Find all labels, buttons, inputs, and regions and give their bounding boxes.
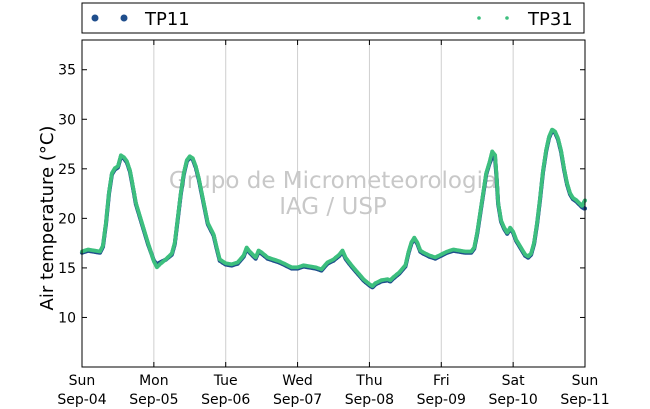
legend-label: TP31 [527, 9, 573, 30]
legend: TP11 TP31 [81, 2, 585, 34]
x-tick-label-date: Sep-10 [489, 392, 538, 408]
x-tick-label-day: Thu [355, 373, 382, 389]
x-tick-label-day: Tue [213, 373, 238, 389]
x-tick-label-date: Sep-04 [57, 392, 106, 408]
x-tick-label-date: Sep-08 [345, 392, 394, 408]
x-tick-label-date: Sep-09 [417, 392, 466, 408]
x-tick-label-day: Sun [69, 373, 96, 389]
x-tick-label-day: Fri [433, 373, 450, 389]
x-tick-label-date: Sep-06 [201, 392, 250, 408]
y-tick-label: 20 [58, 211, 76, 227]
x-tick-label-day: Wed [282, 373, 313, 389]
y-tick-label: 30 [58, 112, 76, 128]
legend-label: TP11 [144, 9, 190, 30]
x-tick-label-day: Sat [502, 373, 525, 389]
x-tick-label-date: Sep-05 [129, 392, 178, 408]
x-tick-label-date: Sep-07 [273, 392, 322, 408]
watermark-line-2: IAG / USP [279, 194, 387, 220]
x-tick-label-date: Sep-11 [560, 392, 609, 408]
legend-marker [91, 14, 99, 22]
gridlines [153, 40, 514, 367]
data-points [79, 127, 587, 290]
series-TP31 [80, 127, 587, 288]
legend-marker [120, 14, 128, 22]
x-axis: Sun Sep-04 Mon Sep-05 Tue Sep-06 Wed Sep-07 Thu S… [57, 40, 610, 408]
y-axis: 10 15 20 25 30 35 [58, 63, 585, 326]
y-tick-label: 10 [58, 310, 76, 326]
x-tick-label-day: Mon [139, 373, 169, 389]
legend-marker [505, 16, 509, 20]
y-tick-label: 25 [58, 162, 76, 178]
x-tick-label-day: Sun [572, 373, 599, 389]
y-tick-label: 15 [58, 261, 76, 277]
legend-frame [81, 2, 585, 34]
legend-marker [477, 16, 481, 20]
y-axis-label: Air temperature (°C) [37, 126, 58, 311]
plot-frame [81, 39, 586, 368]
y-tick-label: 35 [58, 63, 76, 79]
watermark-line-1: Grupo de Micrometeorologia [169, 168, 497, 194]
